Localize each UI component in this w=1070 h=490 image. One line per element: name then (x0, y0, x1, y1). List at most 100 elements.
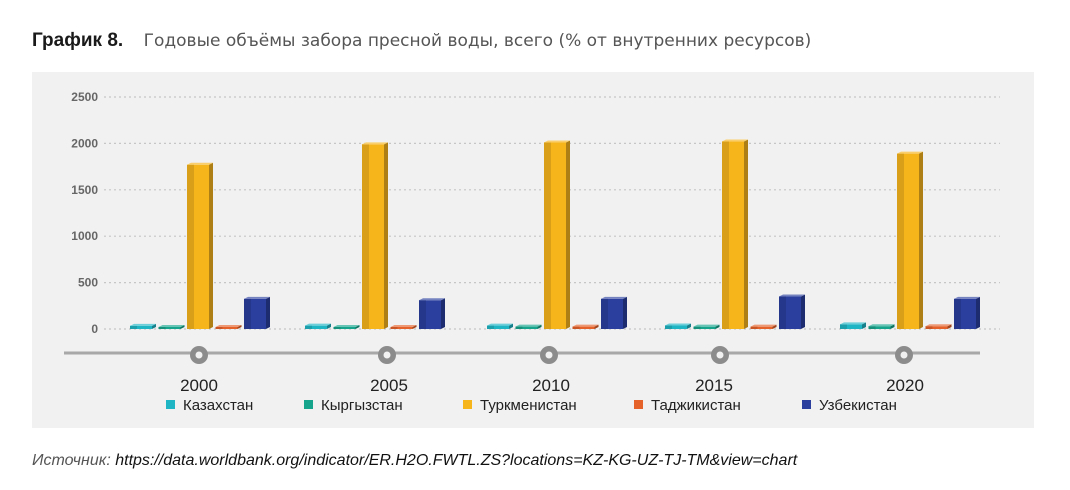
bar-shade (840, 324, 847, 329)
x-category-label: 2020 (886, 376, 924, 395)
bar-side (623, 296, 627, 329)
legend-label: Туркменистан (480, 397, 577, 414)
bar-top (187, 162, 213, 165)
bar (840, 324, 862, 329)
x-category-label: 2010 (532, 376, 570, 395)
bar-shade (305, 325, 312, 329)
source-link[interactable]: https://data.worldbank.org/indicator/ER.… (115, 452, 798, 469)
bar-top (487, 323, 513, 326)
bar-top (544, 140, 570, 143)
bar-side (772, 324, 777, 329)
bar (750, 326, 773, 329)
bar-side (412, 325, 417, 329)
bar-top (954, 296, 980, 299)
axis-marker-center (716, 351, 724, 359)
bar (693, 326, 716, 329)
legend-label: Казахстан (183, 397, 253, 414)
legend-swatch (463, 400, 472, 409)
bar-shade (722, 141, 729, 329)
bar-top (362, 142, 388, 145)
bar-shade (515, 326, 523, 329)
bar-shade (693, 326, 701, 329)
bar-top (665, 323, 691, 326)
bar-top (722, 139, 748, 142)
y-tick-label: 2500 (71, 90, 98, 104)
y-tick-label: 0 (91, 322, 98, 336)
bar-top (390, 325, 417, 327)
bar-side (327, 323, 331, 329)
x-category-label: 2005 (370, 376, 408, 395)
legend-label: Таджикистан (651, 397, 741, 414)
bar (333, 327, 356, 329)
bar-side (180, 325, 185, 329)
bar (925, 326, 948, 329)
bar-side (715, 324, 720, 329)
bar (665, 325, 687, 329)
bar (158, 327, 181, 329)
source-note: Источник: https://data.worldbank.org/ind… (32, 452, 797, 470)
bar-side (441, 298, 445, 329)
bar-side (152, 323, 156, 329)
y-tick-label: 1500 (71, 183, 98, 197)
x-category-label: 2000 (180, 376, 218, 395)
bar-shade (419, 300, 426, 329)
chart-number-label: График 8. (32, 30, 124, 51)
chart-panel: 0 500 1000 1500 2000 2500 2000 2005 2010 2015 2020… (32, 72, 1034, 428)
bar-shade (362, 144, 369, 329)
bar-shade (487, 325, 494, 329)
bar (130, 325, 152, 329)
bar-top (868, 324, 895, 327)
legend-swatch (634, 400, 643, 409)
bar-side (594, 324, 599, 329)
bar-top (897, 151, 923, 154)
bar-top (840, 322, 866, 325)
bar-shade (779, 296, 786, 329)
bar-side (862, 322, 866, 329)
bar-shade (954, 298, 961, 329)
bar-side (947, 324, 952, 329)
y-tick-label: 2000 (71, 136, 98, 150)
legend-swatch (166, 400, 175, 409)
bar-top (305, 323, 331, 326)
bar-shade (897, 153, 904, 329)
bar-shade (665, 325, 672, 329)
legend-label: Узбекистан (819, 397, 897, 414)
bar-side (744, 139, 748, 329)
bar-shade (601, 298, 608, 329)
x-category-label: 2015 (695, 376, 733, 395)
bar-chart: 0 500 1000 1500 2000 2500 2000 2005 2010 2015 2020… (64, 90, 1000, 414)
legend-swatch (802, 400, 811, 409)
bar-side (266, 296, 270, 329)
bar-side (509, 323, 513, 329)
bar-side (976, 296, 980, 329)
bar-side (687, 323, 691, 329)
bar-shade (187, 164, 194, 329)
axis-marker-center (545, 351, 553, 359)
source-label: Источник: (32, 452, 111, 469)
bar (572, 326, 595, 329)
bar-shade (244, 298, 251, 329)
bar-top (215, 325, 242, 327)
bar-top (693, 324, 720, 327)
bar-shade (544, 142, 551, 329)
bar-side (355, 325, 360, 329)
bar-side (237, 325, 242, 329)
bar-top (572, 324, 599, 327)
bar-shade (925, 326, 933, 329)
legend-swatch (304, 400, 313, 409)
bar-top (925, 324, 952, 327)
chart-title: Годовые объёмы забора пресной воды, всег… (143, 31, 812, 51)
bar-shade (572, 326, 580, 329)
axis-marker-center (383, 351, 391, 359)
y-tick-label: 500 (78, 276, 98, 290)
bar-shade (333, 327, 341, 329)
axis-marker-center (195, 351, 203, 359)
bar-shade (158, 327, 166, 329)
bar-top (130, 323, 156, 326)
bar (215, 327, 238, 329)
bar-top (158, 325, 185, 327)
bar (390, 327, 413, 329)
bar-shade (215, 327, 223, 329)
bar-side (566, 140, 570, 329)
bar-shade (750, 326, 758, 329)
